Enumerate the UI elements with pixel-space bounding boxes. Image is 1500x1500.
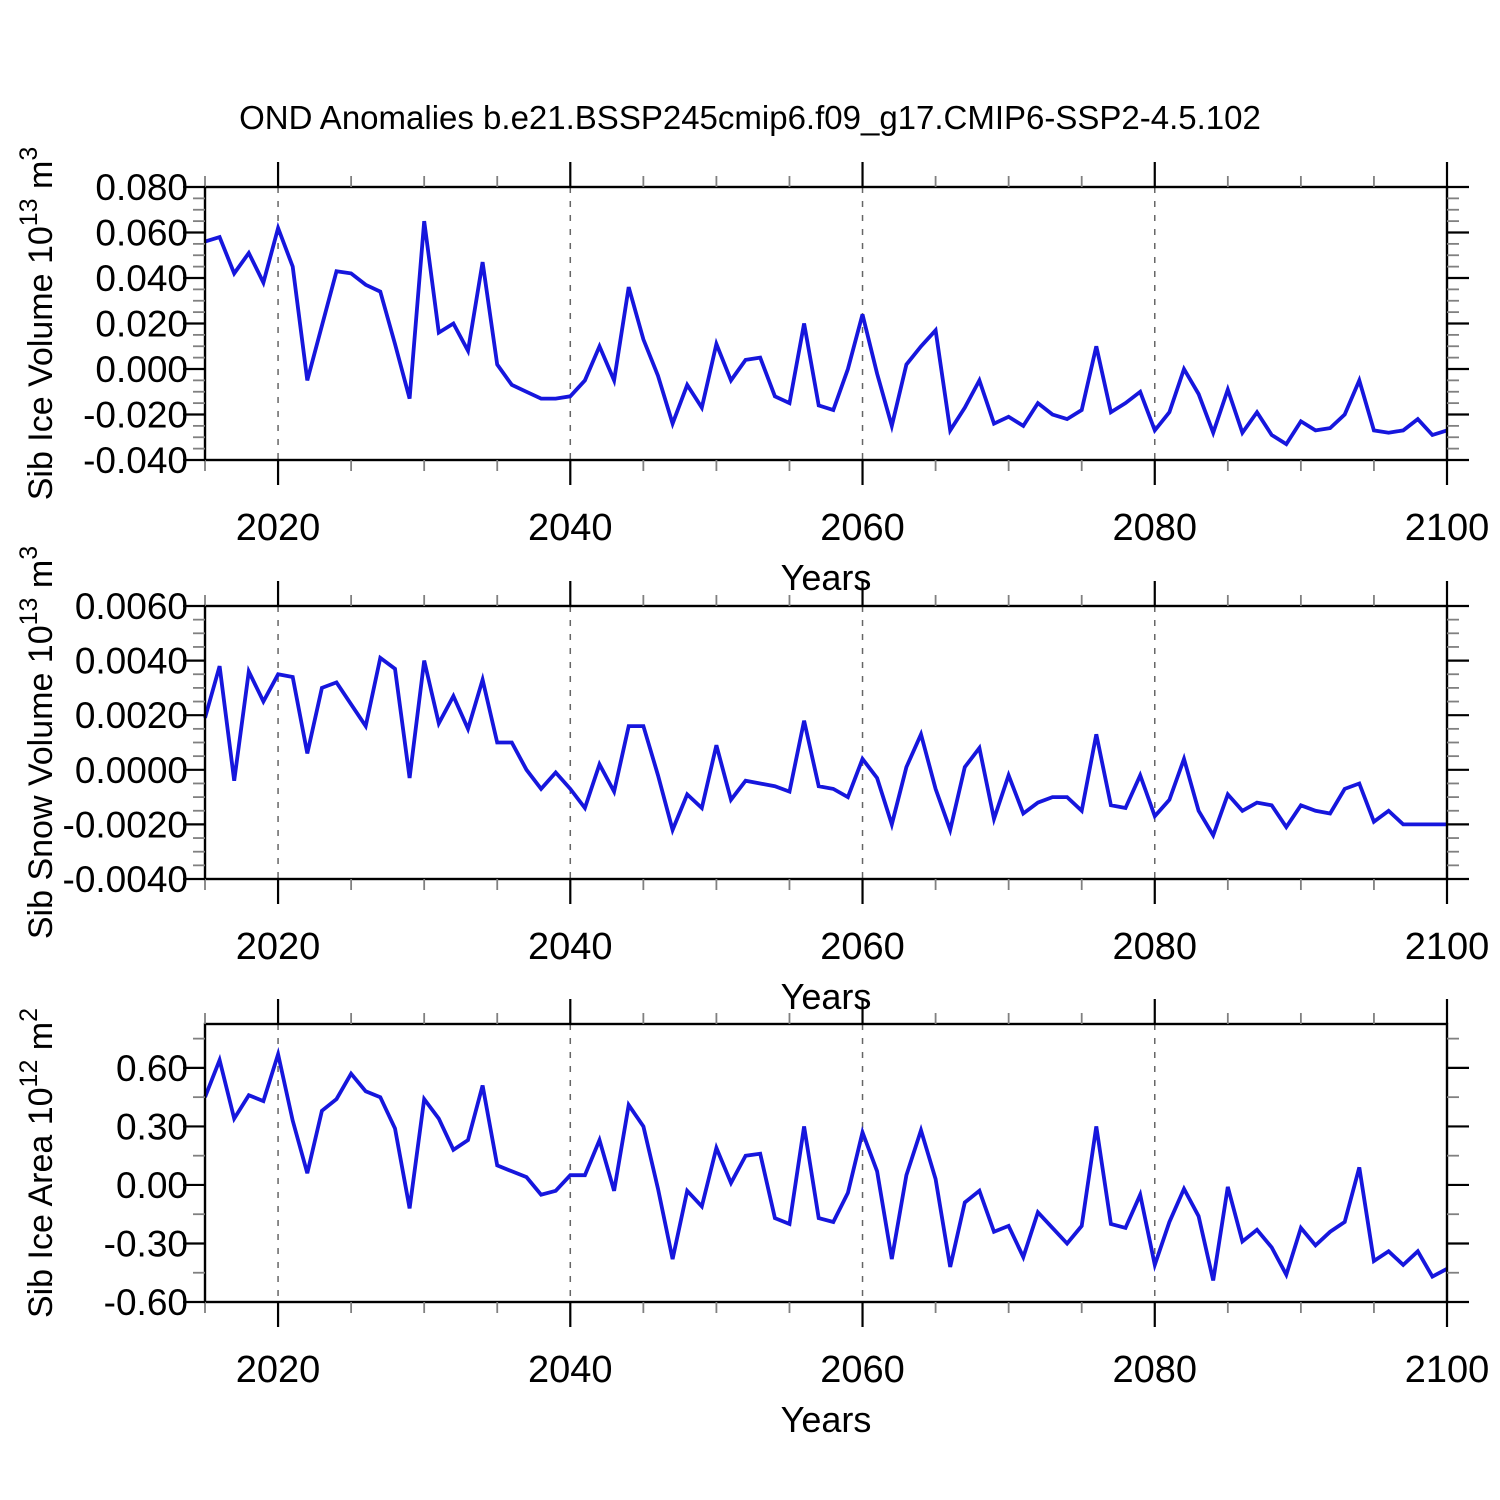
y-tick-label: 0.30 bbox=[116, 1106, 188, 1147]
x-tick-label: 2060 bbox=[820, 926, 905, 968]
x-tick-label: 2040 bbox=[528, 926, 613, 968]
x-tick-label: 2020 bbox=[236, 1349, 321, 1391]
x-tick-label: 2040 bbox=[528, 507, 613, 549]
ticks bbox=[183, 581, 1469, 904]
y-tick-label: 0.60 bbox=[116, 1048, 188, 1089]
y-tick-label: 0.0040 bbox=[75, 641, 188, 682]
ticks bbox=[183, 999, 1469, 1327]
y-axis-title: Sib Snow Volume 1013 m3 bbox=[15, 546, 60, 939]
y-tick-label: 0.080 bbox=[95, 167, 188, 208]
y-tick-label: 0.040 bbox=[95, 258, 188, 299]
y-tick-label: 0.000 bbox=[95, 349, 188, 390]
panel-sib-ice-area: 0.60 0.30 0.00 -0.30 -0.60 2020 2040 2060 2080 21… bbox=[15, 999, 1489, 1440]
y-tick-label: 0.0060 bbox=[75, 586, 188, 627]
y-tick-label: 0.060 bbox=[95, 213, 188, 254]
y-tick-label: -0.30 bbox=[104, 1223, 188, 1264]
x-tick-label: 2080 bbox=[1112, 926, 1197, 968]
x-axis-title: Years bbox=[781, 557, 872, 598]
figure-title: OND Anomalies b.e21.BSSP245cmip6.f09_g17… bbox=[239, 99, 1261, 136]
x-tick-label: 2080 bbox=[1112, 1349, 1197, 1391]
x-tick-label: 2020 bbox=[236, 926, 321, 968]
x-tick-label: 2080 bbox=[1112, 507, 1197, 549]
y-tick-label: 0.00 bbox=[116, 1165, 188, 1206]
series-line-sib-ice-area bbox=[203, 1046, 1448, 1281]
y-tick-label: -0.60 bbox=[104, 1282, 188, 1323]
y-tick-label: 0.020 bbox=[95, 304, 188, 345]
y-tick-label: 0.0020 bbox=[75, 695, 188, 736]
x-tick-label: 2100 bbox=[1405, 507, 1490, 549]
y-tick-label: -0.0020 bbox=[63, 804, 189, 845]
ticks bbox=[183, 162, 1469, 485]
y-axis-title: Sib Ice Volume 1013 m3 bbox=[15, 147, 60, 501]
x-tick-label: 2100 bbox=[1405, 1349, 1490, 1391]
y-tick-label: 0.0000 bbox=[75, 750, 188, 791]
y-tick-label: -0.0040 bbox=[63, 859, 189, 900]
x-tick-label: 2020 bbox=[236, 507, 321, 549]
panel-sib-snow-volume: 0.0060 0.0040 0.0020 0.0000 -0.0020 -0.0040 20… bbox=[15, 546, 1489, 1017]
x-tick-label: 2060 bbox=[820, 1349, 905, 1391]
x-tick-label: 2060 bbox=[820, 507, 905, 549]
x-axis-title: Years bbox=[781, 1399, 872, 1440]
y-tick-label: -0.040 bbox=[83, 440, 188, 481]
y-axis-title: Sib Ice Area 1012 m2 bbox=[15, 1008, 60, 1318]
plot-frame bbox=[203, 604, 1449, 881]
x-tick-label: 2100 bbox=[1405, 926, 1490, 968]
series-line-sib-ice-volume bbox=[204, 220, 1448, 447]
series-line-sib-snow-volume bbox=[203, 654, 1447, 840]
y-tick-label: -0.020 bbox=[83, 395, 188, 436]
x-tick-label: 2040 bbox=[528, 1349, 613, 1391]
x-axis-title: Years bbox=[781, 976, 872, 1017]
plot-frame bbox=[203, 1022, 1449, 1304]
